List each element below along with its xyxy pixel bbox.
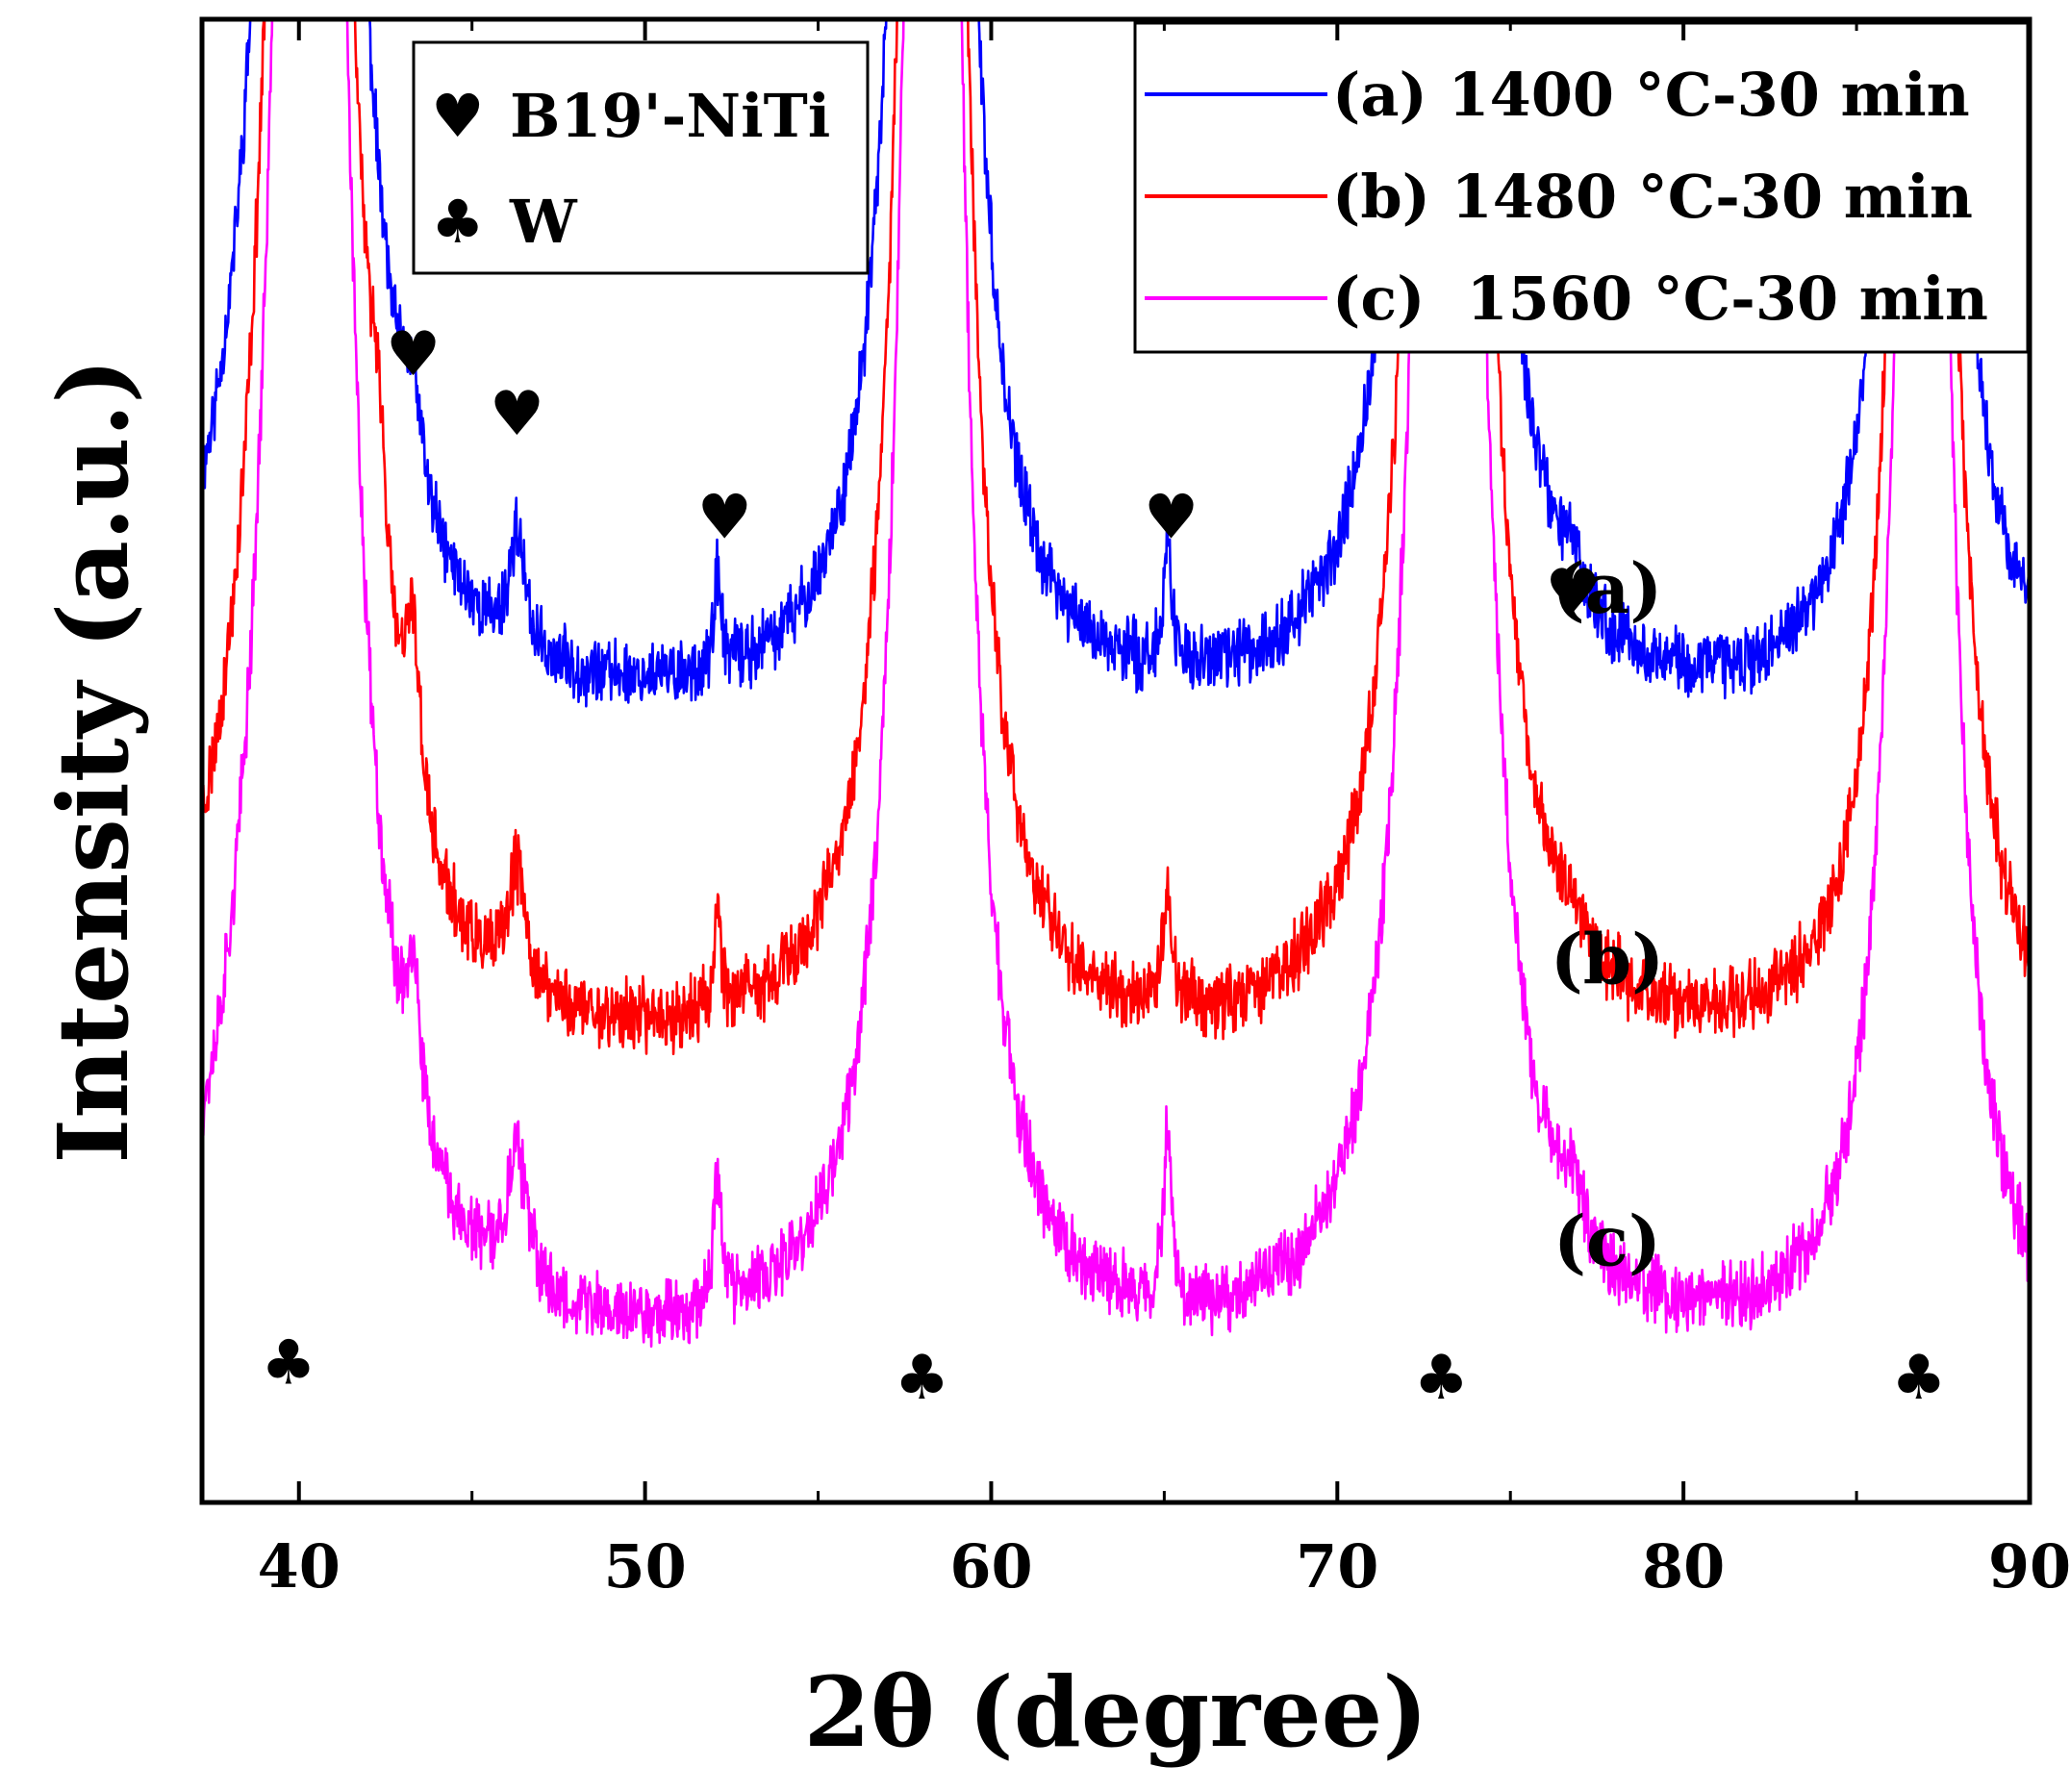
w-phase-marker: ♣ (261, 1327, 316, 1400)
w-phase-marker: ♣ (1891, 1342, 1946, 1414)
x-tick-label: 70 (1296, 1531, 1378, 1602)
niti-phase-marker: ♥ (490, 378, 544, 450)
curve-label-a: (a) (1552, 547, 1663, 629)
w-phase-marker: ♣ (895, 1342, 949, 1414)
series-line-c (202, 19, 2030, 1348)
series-line-a (202, 19, 2030, 708)
w-phase-marker: ♣ (1414, 1342, 1469, 1414)
series-legend-label-a: (a) 1400 °C-30 min (1332, 60, 1970, 130)
x-tick-label: 60 (949, 1531, 1032, 1602)
series-legend-label-c: (c) 1560 °C-30 min (1332, 264, 1988, 334)
curve-label-c: (c) (1553, 1199, 1661, 1281)
phase-legend-box (412, 40, 870, 275)
niti-phase-marker: ♥ (386, 318, 441, 391)
plot-frame (199, 16, 2032, 1505)
phase-legend-label-b19-niti: B19'-NiTi (510, 81, 830, 151)
niti-phase-marker: ♥ (1144, 482, 1199, 554)
series-line-b (202, 19, 2030, 1055)
niti-phase-marker: ♥ (697, 482, 752, 554)
phase-legend-symbol-club: ♣ (431, 187, 485, 257)
series-legend-label-b: (b) 1480 °C-30 min (1332, 162, 1973, 232)
curve-label-b: (b) (1551, 918, 1664, 999)
x-tick-label: 50 (603, 1531, 686, 1602)
phase-legend-label-w: W (509, 187, 578, 257)
x-tick-label: 40 (258, 1531, 341, 1602)
y-axis-title: Intensity (a.u.) (37, 358, 150, 1163)
x-tick-label: 80 (1642, 1531, 1725, 1602)
phase-legend-symbol-heart: ♥ (431, 81, 485, 151)
niti-phase-marker: ♥ (1545, 556, 1600, 628)
x-axis-title: 2θ (degree) (803, 1655, 1427, 1769)
x-tick-label: 90 (1988, 1531, 2070, 1602)
